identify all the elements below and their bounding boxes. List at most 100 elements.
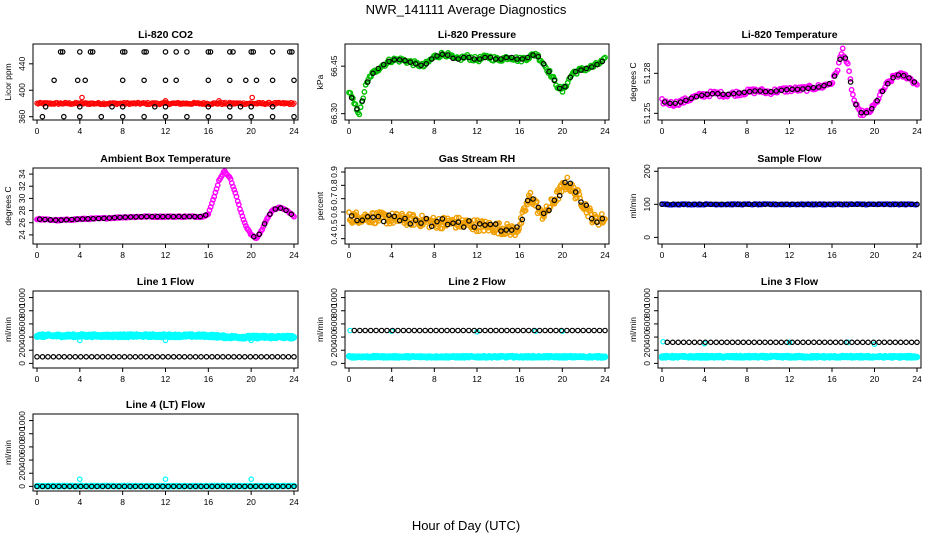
x-tick-label: 20 (558, 374, 568, 384)
data-point (85, 216, 91, 222)
data-point (370, 214, 376, 221)
data-point (234, 198, 241, 205)
x-tick-label: 20 (870, 250, 880, 260)
data-point (77, 337, 83, 344)
data-point (205, 77, 212, 84)
data-point (530, 52, 536, 58)
plot-area (34, 168, 297, 242)
data-point (79, 94, 85, 101)
data-point (540, 210, 547, 217)
data-point (88, 353, 95, 360)
series-rh-average (348, 179, 606, 234)
data-point (670, 201, 676, 208)
panel-sampleflow: Sample Flow ml/min 0 4 8 12 16 20 24 0 100 200 (628, 153, 922, 260)
plot-frame (657, 43, 922, 121)
data-point (160, 213, 166, 220)
data-point (99, 353, 106, 360)
data-point (109, 104, 115, 110)
plot-area (33, 331, 298, 360)
series-line-1-sample (33, 331, 298, 342)
data-point (110, 353, 117, 360)
data-point (519, 56, 526, 62)
data-point (773, 339, 779, 346)
data-point (198, 353, 204, 360)
data-point (127, 353, 133, 360)
y-axis-label: degrees C (628, 62, 638, 101)
data-point (272, 206, 279, 212)
data-point (847, 76, 854, 82)
data-point (514, 224, 520, 230)
data-point (745, 201, 752, 208)
data-point (402, 57, 408, 64)
y-tick-label: 360 (17, 109, 27, 123)
x-axis: 0 4 8 12 16 20 24 (35, 368, 299, 384)
data-point (72, 483, 79, 490)
data-point (542, 327, 548, 334)
plot-area (345, 327, 609, 361)
data-point (843, 339, 850, 346)
data-point (289, 100, 295, 106)
data-point (105, 353, 111, 360)
data-point (380, 218, 387, 225)
data-point (460, 54, 467, 61)
data-point (116, 483, 122, 490)
data-point (492, 56, 499, 62)
data-point (702, 201, 709, 208)
data-point (428, 223, 435, 230)
data-point (47, 217, 54, 223)
data-point (207, 49, 214, 55)
data-point (138, 483, 144, 490)
data-point (57, 49, 64, 55)
data-point (354, 217, 360, 224)
data-point (574, 327, 581, 334)
data-point (291, 353, 297, 360)
data-point (751, 201, 758, 208)
y-tick-label: 24 (17, 230, 27, 240)
data-point (800, 201, 806, 208)
x-tick-label: 8 (120, 126, 125, 136)
data-point (263, 483, 270, 490)
panel-title: Line 2 Flow (448, 276, 506, 288)
data-point (72, 353, 79, 360)
data-point (149, 353, 155, 360)
data-point (892, 339, 899, 346)
data-point (61, 483, 68, 490)
data-point (913, 353, 921, 361)
x-tick-label: 12 (161, 497, 171, 507)
panel-line3: Line 3 Flow ml/min 0 4 8 12 16 20 24 0 20040060080… (628, 276, 922, 384)
data-point (594, 219, 600, 226)
data-point (162, 337, 169, 344)
data-point (181, 213, 188, 220)
y-tick-label: 600 (17, 317, 27, 331)
data-point (498, 327, 505, 334)
data-point (811, 201, 817, 208)
x-tick-label: 12 (472, 374, 482, 384)
data-point (253, 77, 260, 84)
data-point (348, 95, 355, 101)
data-point (288, 211, 295, 218)
data-point (839, 45, 846, 52)
data-point (154, 353, 161, 360)
x-tick-label: 24 (600, 126, 610, 136)
data-point (859, 201, 866, 208)
data-point (707, 339, 714, 346)
data-point (390, 220, 396, 226)
data-point (360, 95, 367, 102)
data-point (884, 80, 891, 87)
data-point (487, 221, 494, 228)
data-point (810, 84, 817, 91)
data-point (285, 353, 292, 360)
data-point (119, 113, 126, 120)
data-point (829, 80, 836, 86)
panel-licortemp: Li-820 Temperature degrees C 0 4 8 12 16 20 24 51… (628, 29, 922, 136)
series-co2-data (34, 99, 297, 108)
data-point (455, 56, 462, 62)
panel-co2: Li-820 CO2 Licor ppm 0 4 8 12 16 20 24 360 400 440 (3, 29, 299, 136)
x-tick-label: 20 (246, 374, 256, 384)
data-point (289, 49, 295, 55)
data-point (405, 327, 412, 334)
data-point (280, 483, 286, 490)
data-point (522, 207, 529, 214)
x-tick-label: 0 (347, 250, 352, 260)
